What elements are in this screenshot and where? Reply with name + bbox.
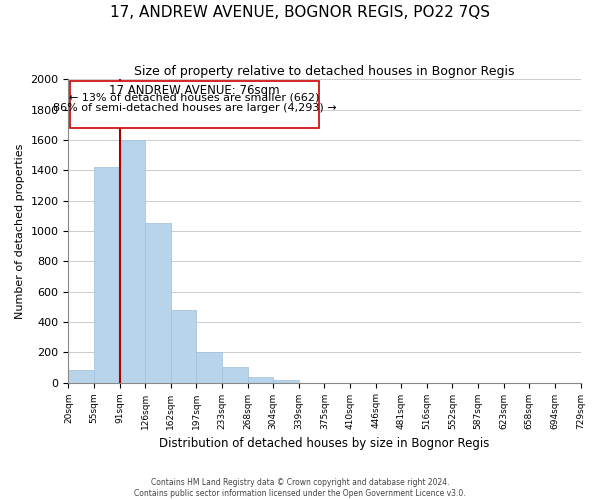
Text: ← 13% of detached houses are smaller (662): ← 13% of detached houses are smaller (66…	[70, 93, 320, 103]
Bar	[145, 224, 171, 382]
Y-axis label: Number of detached properties: Number of detached properties	[15, 143, 25, 318]
Bar	[68, 370, 94, 382]
Bar	[273, 380, 299, 382]
X-axis label: Distribution of detached houses by size in Bognor Regis: Distribution of detached houses by size …	[159, 437, 490, 450]
Bar	[171, 310, 196, 382]
FancyBboxPatch shape	[70, 80, 319, 128]
Bar	[94, 167, 119, 382]
Bar	[119, 140, 145, 382]
Text: 17 ANDREW AVENUE: 76sqm: 17 ANDREW AVENUE: 76sqm	[109, 84, 280, 96]
Title: Size of property relative to detached houses in Bognor Regis: Size of property relative to detached ho…	[134, 65, 515, 78]
Text: Contains HM Land Registry data © Crown copyright and database right 2024.
Contai: Contains HM Land Registry data © Crown c…	[134, 478, 466, 498]
Bar	[248, 378, 273, 382]
Text: 17, ANDREW AVENUE, BOGNOR REGIS, PO22 7QS: 17, ANDREW AVENUE, BOGNOR REGIS, PO22 7Q…	[110, 5, 490, 20]
Bar	[222, 366, 248, 382]
Text: 86% of semi-detached houses are larger (4,293) →: 86% of semi-detached houses are larger (…	[53, 102, 337, 113]
Bar	[196, 352, 222, 382]
